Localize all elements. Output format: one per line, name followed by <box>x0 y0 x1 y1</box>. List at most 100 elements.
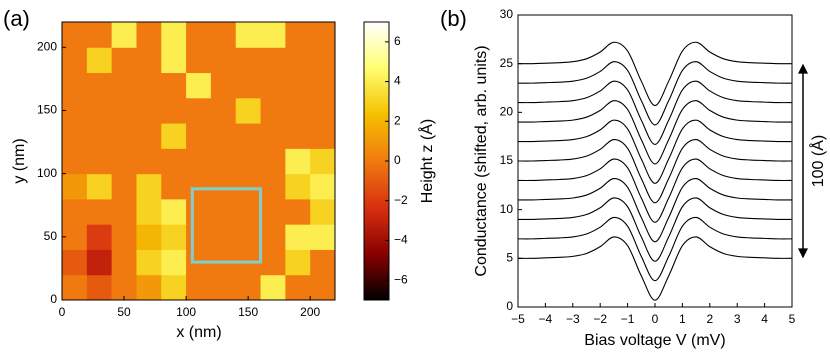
heatmap-cell <box>161 224 187 250</box>
heatmap-cell <box>161 72 187 99</box>
heatmap-cell <box>86 224 113 250</box>
heatmap-cell <box>235 97 262 124</box>
heatmap-cell <box>161 47 187 74</box>
heatmap-cell <box>111 123 137 149</box>
heatmap-cell <box>235 173 262 200</box>
heatmap-cell <box>111 72 137 99</box>
heatmap-cell <box>285 97 311 124</box>
heatmap-cell <box>260 198 286 225</box>
x-tick-label: −5 <box>511 312 525 326</box>
heatmap-cell <box>136 148 162 175</box>
heatmap-cell <box>62 47 88 74</box>
heatmap-cell <box>310 148 336 175</box>
heatmap-cell <box>285 274 311 301</box>
heatmap-cell <box>210 123 237 149</box>
heatmap-cell <box>260 22 286 48</box>
conductance-curve <box>517 139 793 204</box>
heatmap-cell <box>186 224 212 250</box>
heatmap-cell <box>310 97 336 124</box>
conductance-curve <box>517 158 793 223</box>
heatmap-cell <box>186 72 212 99</box>
heatmap-cell <box>86 148 113 175</box>
heatmap-cell <box>285 22 311 48</box>
heatmap-cell <box>86 97 113 124</box>
heatmap-cell <box>285 224 311 250</box>
y-axis-label: Conductance (shifted, arb. units) <box>473 45 490 276</box>
heatmap-cell <box>186 47 212 74</box>
colorbar-tick-label: 4 <box>394 74 401 88</box>
x-tick-label: 1 <box>679 312 686 326</box>
colorbar-label: Height z (Å) <box>417 119 436 203</box>
y-tick-label: 5 <box>506 251 513 265</box>
conductance-curve <box>517 177 793 243</box>
heatmap-cell <box>111 224 137 250</box>
colorbar-tick-label: −4 <box>394 233 408 247</box>
conductance-curve <box>517 100 793 165</box>
heatmap-cell <box>310 198 336 225</box>
plot-frame <box>61 21 336 301</box>
heatmap-cell <box>285 123 311 149</box>
heatmap-cell <box>310 274 336 301</box>
heatmap-cell <box>210 97 237 124</box>
heatmap-cell <box>310 47 336 74</box>
heatmap-cell <box>136 274 162 301</box>
colorbar-tick-label: 6 <box>394 34 401 48</box>
heatmap-cell <box>260 123 286 149</box>
y-tick-label: 0 <box>506 299 513 313</box>
colorbar <box>363 21 390 301</box>
heatmap-cell <box>310 173 336 200</box>
heatmap-cell <box>86 249 113 276</box>
heatmap-cell <box>210 173 237 200</box>
heatmap-cell <box>161 97 187 124</box>
heatmap-cell <box>186 22 212 48</box>
heatmap-cell <box>210 22 237 48</box>
panel-label: (a) <box>3 6 30 31</box>
conductance-curve <box>517 41 793 107</box>
heatmap-cell <box>62 22 88 48</box>
heatmap-cell <box>186 148 212 175</box>
x-tick-label: 100 <box>176 305 196 319</box>
heatmap-cell <box>235 198 262 225</box>
x-tick-label: 2 <box>706 312 713 326</box>
heatmap-cell <box>310 22 336 48</box>
conductance-curve <box>517 80 793 146</box>
heatmap-cell <box>136 123 162 149</box>
heatmap-cell <box>111 47 137 74</box>
heatmap-cell <box>111 173 137 200</box>
heatmap-cell <box>62 274 88 301</box>
x-axis-label: Bias voltage V (mV) <box>584 332 725 349</box>
heatmap-cell <box>285 173 311 200</box>
heatmap-cell <box>260 148 286 175</box>
y-tick-label: 10 <box>500 202 514 216</box>
heatmap-cell <box>111 148 137 175</box>
heatmap-cell <box>235 148 262 175</box>
x-tick-label: 0 <box>59 305 66 319</box>
heatmap-cell <box>210 148 237 175</box>
heatmap-cell <box>136 97 162 124</box>
x-tick-label: −4 <box>539 312 553 326</box>
heatmap-cell <box>62 249 88 276</box>
heatmap-cell <box>186 274 212 301</box>
y-tick-label: 20 <box>500 105 514 119</box>
colorbar-tick-label: −2 <box>394 193 408 207</box>
heatmap-cell <box>260 249 286 276</box>
heatmap-cell <box>86 198 113 225</box>
conductance-curve <box>517 197 793 262</box>
heatmap-cell <box>235 224 262 250</box>
heatmap-cell <box>161 274 187 301</box>
heatmap-cell <box>62 148 88 175</box>
heatmap-cell <box>62 97 88 124</box>
heatmap-cell <box>111 22 137 48</box>
arrow-head <box>798 63 808 74</box>
y-tick-label: 150 <box>37 103 57 117</box>
y-tick-label: 100 <box>37 166 57 180</box>
heatmap-cell <box>62 173 88 200</box>
heatmap-cell <box>62 224 88 250</box>
x-tick-label: 0 <box>652 312 659 326</box>
heatmap-cell <box>161 173 187 200</box>
y-tick-label: 25 <box>500 56 514 70</box>
heatmap-cell <box>235 47 262 74</box>
heatmap-cell <box>210 47 237 74</box>
heatmap-cell <box>285 72 311 99</box>
panel-label: (b) <box>440 6 467 31</box>
